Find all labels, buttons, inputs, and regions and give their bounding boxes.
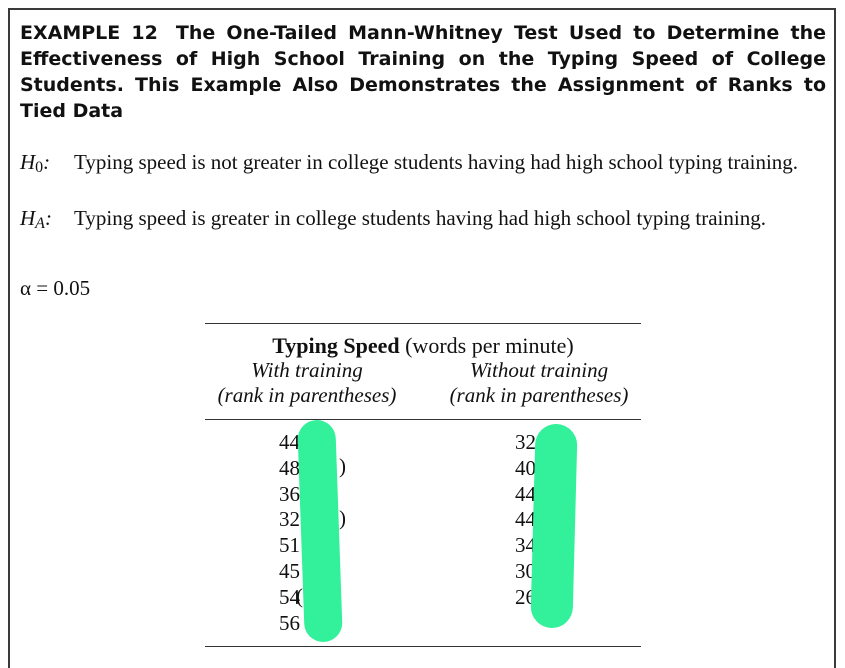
h0-text: Typing speed is not greater in college s… xyxy=(74,150,799,174)
column-heading-with-training: With training (rank in parentheses) xyxy=(217,358,397,407)
table-cell: 32 xyxy=(279,507,300,532)
table-cell: 26 xyxy=(515,584,536,609)
table-cell: 54 xyxy=(279,584,300,609)
highlighter-mark-left xyxy=(297,419,343,643)
table-cell: 48 xyxy=(279,455,300,480)
table-cell: 34 xyxy=(515,533,536,558)
null-hypothesis: H0: Typing speed is not greater in colle… xyxy=(20,150,826,176)
example-label: EXAMPLE 12 xyxy=(20,22,158,44)
table-cell: 56 xyxy=(279,610,300,635)
table-cell: 32 xyxy=(515,430,536,454)
table-cell: 45 xyxy=(279,558,300,583)
table-bottom-rule xyxy=(205,646,641,647)
paren-fragment: ) xyxy=(339,506,346,530)
paren-fragment: ) xyxy=(339,454,346,478)
without-training-column: 32 40 44 44 34 30 26 xyxy=(494,430,536,611)
example-title: The One-Tailed Mann-Whitney Test Used to… xyxy=(20,22,826,122)
table-title: Typing Speed (words per minute) xyxy=(272,333,574,358)
ha-symbol: HA: xyxy=(20,206,52,232)
column-heading-without-training: Without training (rank in parentheses) xyxy=(449,358,629,407)
table-cell: 44 xyxy=(279,430,300,454)
table-header-rule xyxy=(205,419,641,420)
table-cell: 40 xyxy=(515,455,536,480)
alpha-level: α = 0.05 xyxy=(20,276,91,300)
h0-symbol: H0: xyxy=(20,150,51,176)
example-heading: EXAMPLE 12 The One-Tailed Mann-Whitney Te… xyxy=(20,20,826,124)
alternative-hypothesis: HA: Typing speed is greater in college s… xyxy=(20,206,826,232)
table-cell: 44 xyxy=(515,507,536,532)
table-cell: 44 xyxy=(515,481,536,506)
with-training-column: 44 48 36 32 51 45 54 56 xyxy=(262,430,300,636)
table-cell: 51 xyxy=(279,533,300,558)
ha-text: Typing speed is greater in college stude… xyxy=(74,206,766,230)
table-cell: 36 xyxy=(279,481,300,506)
paren-fragment: ( xyxy=(296,584,303,608)
example-box xyxy=(8,8,836,668)
table-top-rule xyxy=(205,323,641,324)
table-cell: 30 xyxy=(515,558,536,583)
highlighter-mark-right xyxy=(530,423,578,629)
